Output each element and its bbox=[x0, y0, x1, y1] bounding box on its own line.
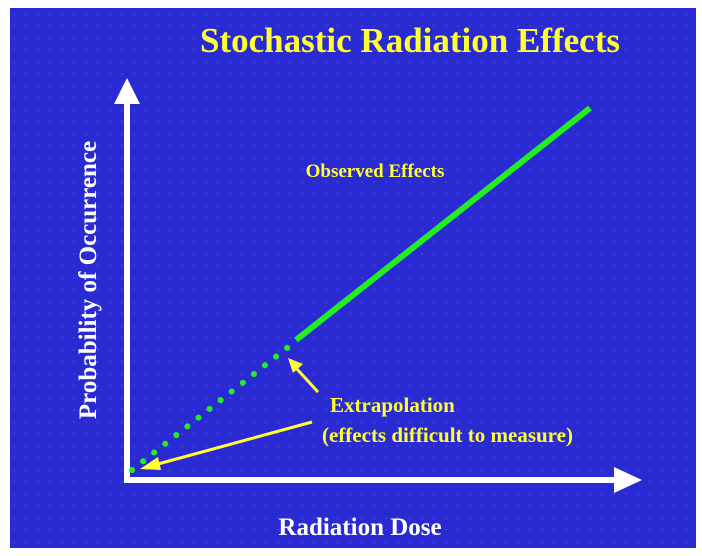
extrapolated-line bbox=[129, 341, 295, 473]
y-axis-label: Probability of Occurrence bbox=[75, 141, 102, 419]
observed-line bbox=[294, 105, 592, 343]
annotation-arrowhead bbox=[140, 457, 161, 470]
extrapolation-note: (effects difficult to measure) bbox=[322, 423, 573, 447]
y-axis-arrowhead bbox=[114, 78, 140, 104]
annotation-arrow bbox=[157, 420, 313, 466]
annotation-arrow bbox=[294, 366, 320, 394]
panel-texture bbox=[10, 8, 696, 548]
extrapolation-label: Extrapolation bbox=[330, 393, 455, 417]
annotation-arrowhead bbox=[288, 358, 303, 373]
observed-label: Observed Effects bbox=[306, 161, 445, 182]
x-axis-label: Radiation Dose bbox=[278, 514, 441, 541]
x-axis-arrowhead bbox=[614, 467, 642, 493]
title: Stochastic Radiation Effects bbox=[200, 21, 620, 60]
